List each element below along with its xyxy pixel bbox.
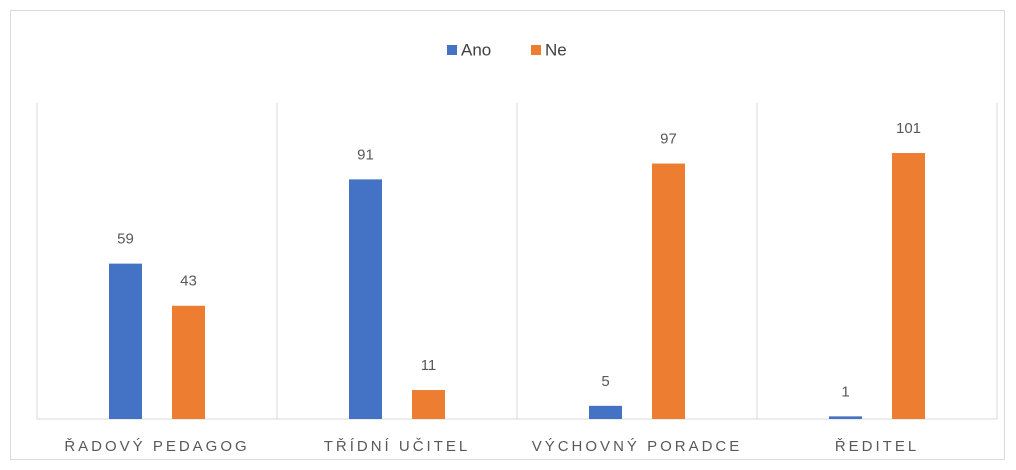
bar: [172, 305, 205, 419]
x-tick-label: VÝCHOVNÝ PORADCE: [532, 438, 743, 455]
legend-label: Ne: [545, 40, 567, 59]
data-label: 5: [601, 373, 609, 390]
bar: [412, 390, 445, 419]
legend-label: Ano: [461, 40, 491, 59]
x-tick-label: TŘÍDNÍ UČITEL: [324, 438, 471, 455]
data-label: 91: [357, 146, 374, 163]
data-label: 1: [841, 383, 849, 400]
data-label: 101: [896, 120, 921, 137]
bar: [349, 179, 382, 419]
data-label: 11: [421, 357, 437, 374]
chart-frame: [10, 10, 1005, 460]
data-label: 43: [180, 273, 197, 290]
bar: [589, 405, 622, 419]
bar: [652, 163, 685, 419]
legend-swatch: [531, 45, 541, 55]
bar: [829, 416, 862, 419]
bar: [892, 153, 925, 420]
x-tick-label: ŘADOVÝ PEDAGOG: [64, 438, 249, 455]
bar: [109, 263, 142, 419]
x-tick-label: ŘEDITEL: [835, 438, 919, 455]
data-label: 59: [117, 231, 134, 248]
data-label: 97: [660, 131, 677, 148]
legend-swatch: [447, 45, 457, 55]
